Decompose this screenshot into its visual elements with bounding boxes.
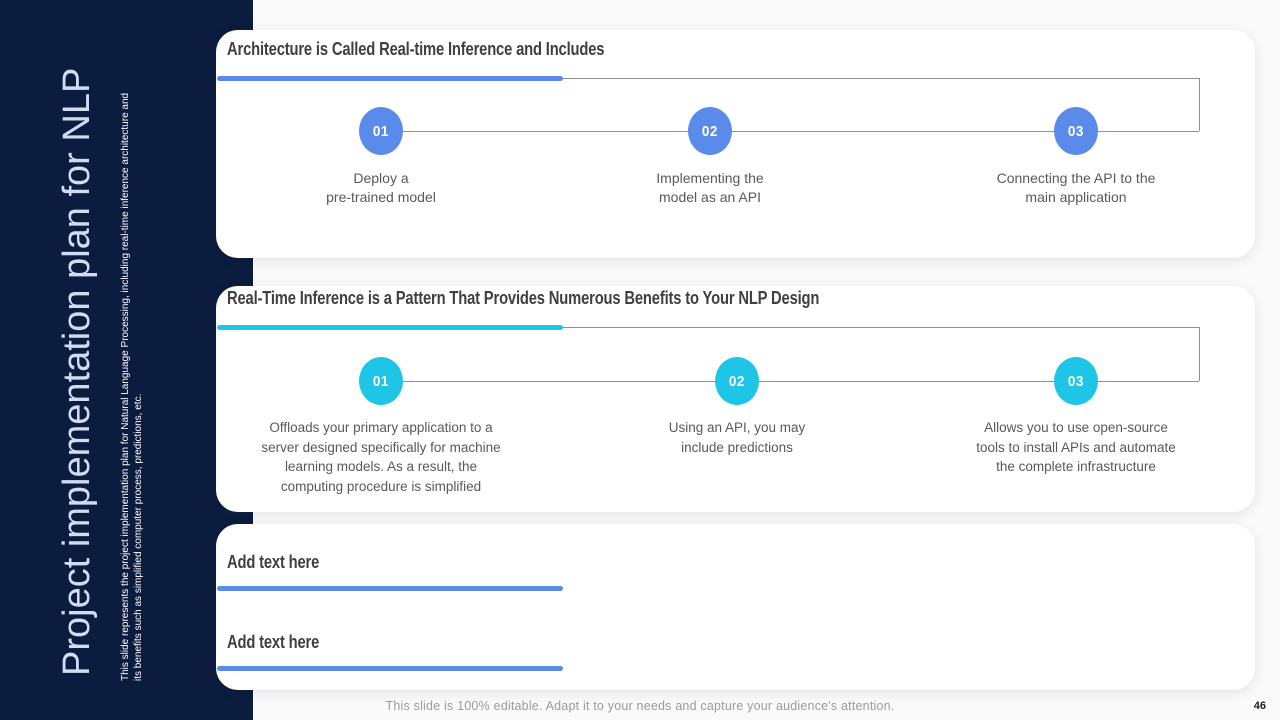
step-3-circle: 03 (1054, 107, 1098, 155)
timeline-box-top-line (563, 78, 1199, 79)
step-2-number: 02 (702, 122, 718, 140)
timeline-line (381, 131, 1199, 132)
timeline-box-right-line (1199, 78, 1200, 131)
timeline-box-top-line (563, 327, 1199, 328)
title-underline (217, 666, 563, 671)
step-1-label: Offloads your primary application to a s… (261, 420, 501, 494)
timeline-line (381, 381, 1199, 382)
step-3-number: 03 (1068, 122, 1084, 140)
step-3-label: Connecting the API to the main applicati… (996, 170, 1156, 205)
step-1-label: Deploy a pre-trained model (326, 170, 436, 205)
title-underline (217, 325, 563, 330)
step-3-label: Allows you to use open-source tools to i… (976, 420, 1176, 474)
sidebar-panel (0, 0, 253, 720)
step-1-circle: 01 (359, 357, 403, 405)
step-3-circle: 03 (1054, 357, 1098, 405)
card-architecture-title: Architecture is Called Real-time Inferen… (227, 39, 605, 59)
title-underline (217, 586, 563, 591)
slide-description: This slide represents the project implem… (120, 92, 144, 681)
step-1-number: 01 (373, 122, 389, 140)
footer-note: This slide is 100% editable. Adapt it to… (385, 699, 895, 713)
card-architecture: Architecture is Called Real-time Inferen… (216, 30, 1255, 258)
step-1-circle: 01 (359, 107, 403, 155)
step-2-circle: 02 (688, 107, 732, 155)
step-2-number: 02 (729, 372, 745, 390)
step-2-label: Using an API, you may include prediction… (668, 420, 806, 455)
step-2-circle: 02 (715, 357, 759, 405)
card-placeholders: Add text here Add text here (216, 524, 1255, 690)
title-underline (217, 76, 563, 81)
step-1-number: 01 (373, 372, 389, 390)
placeholder-2-title: Add text here (227, 632, 320, 652)
page-number: 46 (1253, 700, 1266, 712)
placeholder-1-title: Add text here (227, 552, 320, 572)
card-benefits-title: Real-Time Inference is a Pattern That Pr… (227, 288, 820, 308)
step-2-label: Implementing the model as an API (656, 170, 764, 205)
step-3-number: 03 (1068, 372, 1084, 390)
timeline-box-right-line (1199, 327, 1200, 381)
card-benefits: Real-Time Inference is a Pattern That Pr… (216, 286, 1255, 512)
slide-title: Project implementation plan for NLP (56, 67, 98, 676)
